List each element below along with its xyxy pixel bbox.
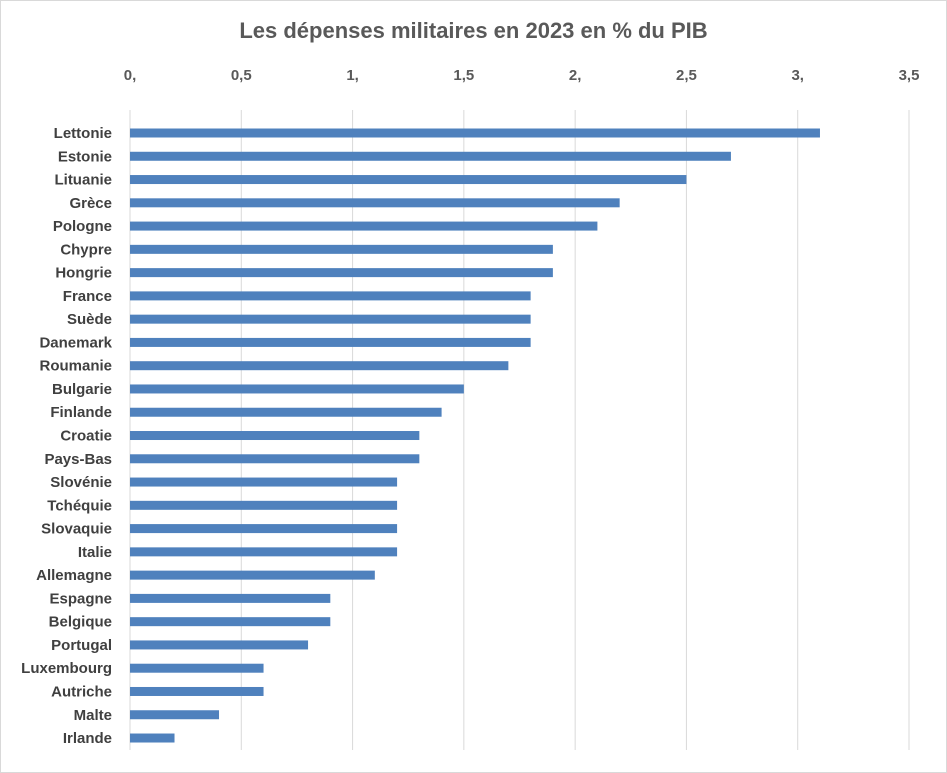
bar [130, 221, 598, 231]
bar [130, 151, 731, 161]
bar [130, 663, 264, 673]
bar [130, 337, 531, 347]
category-label: Lettonie [54, 125, 112, 142]
category-label: Slovénie [50, 474, 112, 491]
category-label: France [63, 288, 112, 305]
category-label: Portugal [51, 637, 112, 654]
x-tick-label: 1, [346, 67, 359, 84]
category-label: Bulgarie [52, 381, 112, 398]
bar [130, 593, 331, 603]
category-label: Tchéquie [47, 497, 112, 514]
bar [130, 454, 420, 464]
bar [130, 640, 309, 650]
x-tick-label: 2, [569, 67, 582, 84]
bar [130, 617, 331, 627]
bar [130, 477, 398, 487]
category-label: Pologne [53, 218, 112, 235]
category-label: Allemagne [36, 567, 112, 584]
x-tick-label: 3,5 [899, 67, 920, 84]
bar [130, 128, 820, 138]
category-label: Italie [78, 544, 112, 561]
category-label: Grèce [69, 195, 112, 212]
category-label: Finlande [50, 404, 112, 421]
bar [130, 268, 553, 278]
chart-title: Les dépenses militaires en 2023 en % du … [239, 18, 708, 43]
category-label: Croatie [60, 428, 112, 445]
bar [130, 198, 620, 208]
bar [130, 175, 687, 185]
bar [130, 547, 398, 557]
gridlines [129, 110, 910, 750]
x-tick-label: 1,5 [453, 67, 474, 84]
x-tick-label: 0, [124, 67, 137, 84]
category-label: Malte [74, 707, 112, 724]
category-label: Irlande [63, 730, 112, 747]
bar [130, 570, 375, 580]
bar [130, 686, 264, 696]
bar [130, 244, 553, 254]
bar [130, 431, 420, 441]
category-label: Hongrie [55, 265, 112, 282]
bar [130, 733, 175, 743]
x-tick-label: 2,5 [676, 67, 697, 84]
category-label: Estonie [58, 148, 112, 165]
category-label: Roumanie [39, 358, 112, 375]
x-tick-labels: 0, 0,5 1, 1,5 2, 2,5 3, 3,5 [124, 67, 920, 84]
x-tick-label: 3, [791, 67, 804, 84]
bar [130, 384, 464, 394]
category-label: Autriche [51, 683, 112, 700]
category-label: Luxembourg [21, 660, 112, 677]
bar [130, 500, 398, 510]
category-label: Lituanie [54, 172, 112, 189]
x-tick-label: 0,5 [231, 67, 252, 84]
bar [130, 361, 509, 371]
bars [130, 128, 820, 743]
category-label: Danemark [39, 334, 112, 351]
category-label: Espagne [49, 590, 112, 607]
bar [130, 291, 531, 301]
category-label: Pays-Bas [44, 451, 112, 468]
category-label: Slovaquie [41, 521, 112, 538]
bar [130, 407, 442, 417]
bar [130, 524, 398, 534]
category-label: Chypre [60, 241, 112, 258]
category-label: Suède [67, 311, 112, 328]
bar [130, 314, 531, 324]
category-labels: Lettonie Estonie Lituanie Grèce Pologne Chypr… [21, 125, 112, 747]
category-label: Belgique [49, 614, 112, 631]
bar [130, 710, 220, 720]
